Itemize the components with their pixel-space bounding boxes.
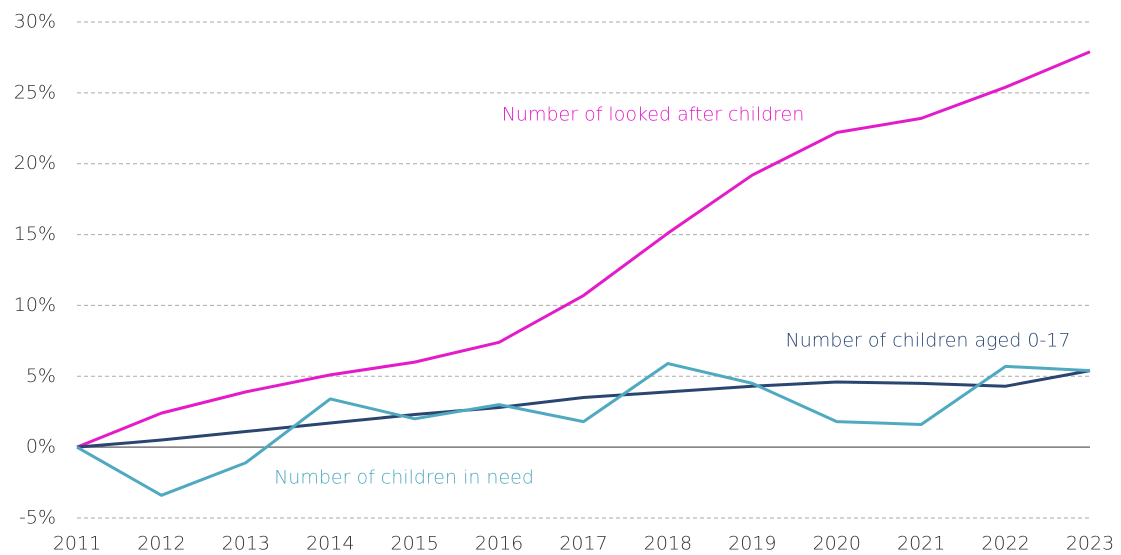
series-line <box>76 362 1091 497</box>
y-tick-label: -5% <box>19 507 56 529</box>
x-tick-label: 2011 <box>53 533 101 555</box>
x-tick-label: 2019 <box>728 533 776 555</box>
series-label: Number of children aged 0-17 <box>786 330 1071 352</box>
series-label: Number of children in need <box>274 467 534 489</box>
x-tick-label: 2023 <box>1066 533 1114 555</box>
x-tick-label: 2017 <box>559 533 607 555</box>
series-line <box>76 369 1091 449</box>
x-tick-label: 2022 <box>981 533 1029 555</box>
y-tick-label: 15% <box>14 223 56 245</box>
x-tick-label: 2013 <box>222 533 270 555</box>
y-tick-label: 20% <box>14 152 56 174</box>
y-tick-label: 0% <box>26 436 56 458</box>
x-tick-label: 2014 <box>306 533 354 555</box>
series-line <box>76 50 1091 449</box>
x-tick-label: 2018 <box>644 533 692 555</box>
y-tick-label: 30% <box>14 11 56 33</box>
series-label: Number of looked after children <box>502 104 805 126</box>
x-tick-label: 2016 <box>475 533 523 555</box>
x-tick-label: 2015 <box>390 533 438 555</box>
x-tick-label: 2012 <box>137 533 185 555</box>
y-tick-label: 5% <box>26 365 56 387</box>
x-tick-label: 2021 <box>897 533 945 555</box>
x-tick-label: 2020 <box>813 533 861 555</box>
y-tick-label: 10% <box>14 294 56 316</box>
y-tick-label: 25% <box>14 81 56 103</box>
